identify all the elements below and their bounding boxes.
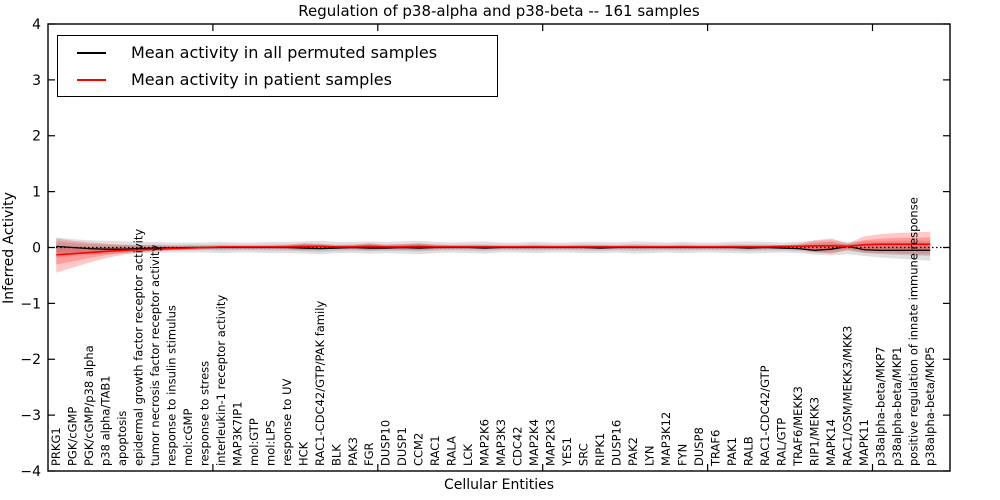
x-category-label: DUSP16 [610, 420, 624, 466]
x-category-label: MAP3K7IP1 [230, 401, 244, 466]
patient-mean-line [56, 243, 931, 256]
chart-title: Regulation of p38-alpha and p38-beta -- … [298, 2, 700, 20]
permuted-confidence-band-inner [56, 241, 931, 257]
x-category-label: LCK [461, 444, 475, 466]
x-category-label: RIP1/MEKK3 [807, 397, 821, 466]
x-category-label: FGR [362, 442, 376, 466]
x-category-label: BLK [329, 444, 343, 466]
x-category-label: mol:GTP [247, 418, 261, 466]
x-category-label: PAK1 [725, 437, 739, 466]
x-category-label: RAC1 [428, 435, 442, 466]
permuted-line-swatch [77, 51, 106, 54]
y-tick-label: 0 [32, 240, 41, 256]
x-category-label: MAPK14 [824, 419, 838, 466]
x-category-label: LYN [643, 445, 657, 466]
x-category-label: YES1 [560, 437, 574, 467]
x-category-label: CCM2 [412, 433, 426, 466]
x-category-label: interleukin-1 receptor activity [214, 295, 228, 466]
patient-line-swatch [77, 78, 106, 81]
x-category-label: p38alpha-beta/MKP1 [890, 347, 904, 466]
x-category-label: response to UV [280, 378, 294, 466]
x-category-label: HCK [296, 441, 310, 466]
x-category-label: RAC1-CDC42/GTP [758, 365, 772, 466]
y-tick-label: −1 [20, 296, 41, 312]
y-tick-label: 1 [32, 185, 41, 201]
x-category-label: apoptosis [115, 411, 129, 466]
x-category-label: mol:LPS [263, 420, 277, 466]
x-category-label: epidermal growth factor receptor activit… [131, 229, 145, 466]
x-category-label: RAL/GTP [774, 418, 788, 466]
y-tick-label: −2 [20, 352, 41, 368]
x-category-label: MAP2K3 [544, 419, 558, 466]
x-category-label: p38alpha-beta/MKP7 [873, 347, 887, 466]
x-category-label: PGK/cGMP/p38 alpha [82, 345, 96, 466]
x-category-label: RAC1/OSM/MEKK3/MKK3 [840, 326, 854, 466]
x-category-label: PAK3 [346, 437, 360, 466]
x-category-label: p38 alpha/TAB1 [98, 375, 112, 466]
legend-label-permuted: Mean activity in all permuted samples [131, 42, 438, 62]
x-category-label: RALA [445, 436, 459, 466]
y-tick-label: 2 [32, 129, 41, 145]
x-category-label: TRAF6 [709, 430, 723, 467]
x-category-label: SRC [577, 443, 591, 466]
legend-item-permuted: Mean activity in all permuted samples [58, 40, 497, 66]
x-category-label: tumor necrosis factor receptor activity [148, 244, 162, 466]
x-category-label: MAP3K3 [494, 419, 508, 466]
x-category-label: positive regulation of innate immune res… [906, 197, 920, 466]
y-tick-label: −3 [20, 408, 41, 424]
x-category-label: DUSP1 [395, 427, 409, 466]
permuted-confidence-band-outer [56, 237, 931, 261]
y-tick-label: 4 [32, 17, 41, 33]
x-category-label: mol:cGMP [181, 409, 195, 466]
legend: Mean activity in all permuted samples Me… [57, 35, 498, 97]
x-category-label: PAK2 [626, 437, 640, 466]
x-category-label: response to stress [197, 361, 211, 466]
legend-item-patient: Mean activity in patient samples [58, 67, 497, 93]
x-category-label: RALB [742, 436, 756, 466]
x-category-label: MAP2K6 [478, 419, 492, 466]
x-category-label: PGK/cGMP [65, 407, 79, 466]
x-category-label: p38alpha-beta/MKP5 [923, 347, 937, 466]
x-category-label: CDC42 [511, 426, 525, 466]
x-category-label: response to insulin stimulus [164, 305, 178, 466]
x-category-label: TRAF6/MEKK3 [791, 386, 805, 467]
x-category-label: PRKG1 [49, 427, 63, 466]
x-category-label: FYN [676, 444, 690, 466]
x-category-label: MAP3K12 [659, 412, 673, 466]
legend-label-patient: Mean activity in patient samples [131, 69, 392, 89]
x-category-label: RAC1-CDC42/GTP/PAK family [313, 301, 327, 466]
x-category-label: MAP2K4 [527, 419, 541, 466]
x-axis-label: Cellular Entities [443, 477, 555, 493]
y-tick-label: −4 [20, 464, 41, 480]
x-category-label: MAPK11 [857, 419, 871, 466]
y-tick-label: 3 [32, 73, 41, 89]
x-category-label: DUSP8 [692, 427, 706, 466]
x-category-label: DUSP10 [379, 420, 393, 466]
x-category-label: RIPK1 [593, 433, 607, 466]
